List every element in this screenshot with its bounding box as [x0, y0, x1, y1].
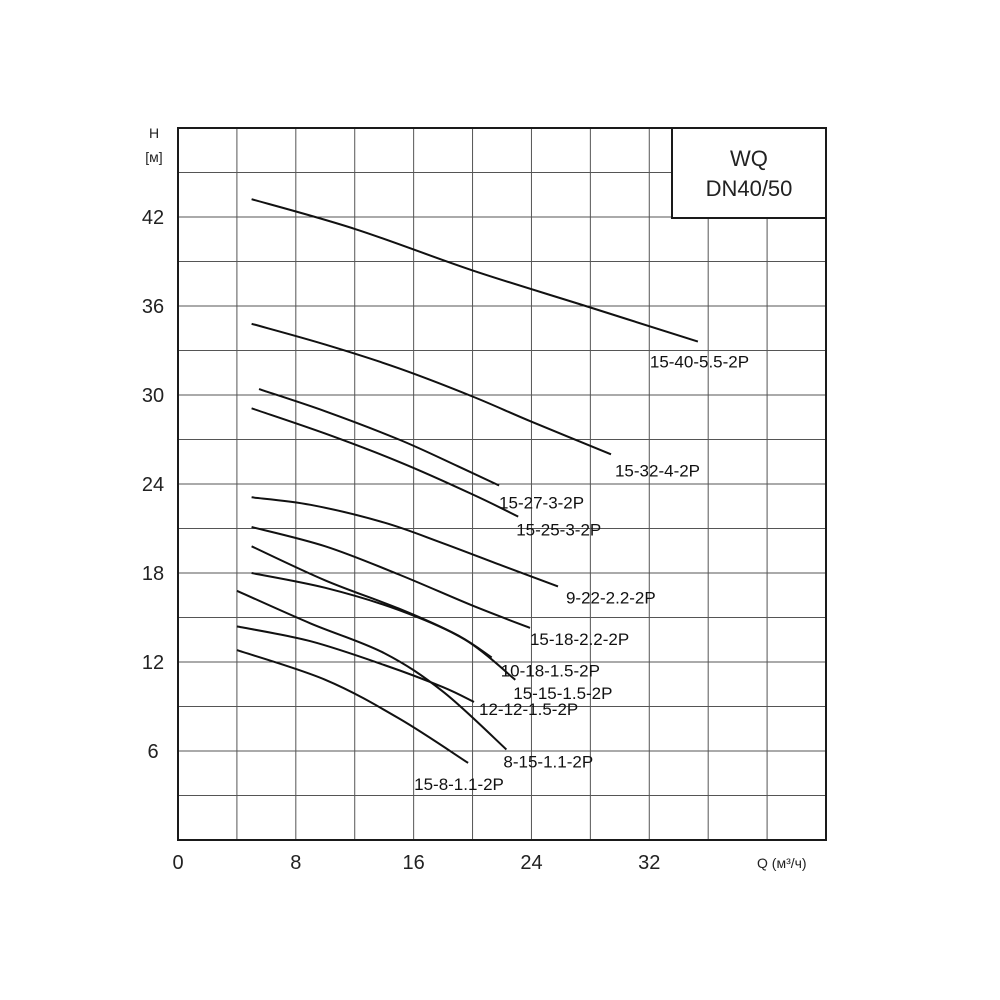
title-box-frame	[671, 127, 827, 219]
y-tick-label: 30	[142, 385, 164, 407]
curve-15-15-1.5-2P	[251, 572, 516, 681]
x-tick-label: 8	[290, 852, 301, 874]
curve-8-15-1.1-2P	[236, 589, 508, 751]
curves	[236, 198, 699, 764]
x-tick-label: 32	[638, 852, 660, 874]
y-tick-label: 12	[142, 652, 164, 674]
curve-15-32-4-2P	[251, 322, 612, 456]
curve-15-27-3-2P	[258, 388, 500, 487]
plot-frame	[177, 127, 827, 841]
grid	[177, 128, 826, 840]
series-label-10-18-1.5-2P: 10-18-1.5-2P	[501, 662, 600, 681]
series-label-15-40-5.5-2P: 15-40-5.5-2P	[650, 353, 749, 372]
series-label-9-22-2.2-2P: 9-22-2.2-2P	[566, 588, 656, 607]
series-label-12-12-1.5-2P: 12-12-1.5-2P	[479, 700, 578, 719]
y-axis-label-unit: [м]	[145, 149, 162, 165]
x-tick-labels: 0 8 16 24 32	[172, 852, 660, 874]
y-tick-labels: 6 12 18 24 30 36 42	[142, 207, 164, 763]
chart-title-line-1: WQ	[730, 146, 768, 171]
curve-12-12-1.5-2P	[236, 625, 475, 703]
series-label-15-25-3-2P: 15-25-3-2P	[516, 521, 601, 540]
y-tick-label: 42	[142, 207, 164, 229]
series-label-8-15-1.1-2P: 8-15-1.1-2P	[503, 753, 593, 772]
curve-15-8-1.1-2P	[236, 649, 469, 764]
curve-15-25-3-2P	[251, 407, 519, 518]
x-tick-label: 16	[403, 852, 425, 874]
y-tick-label: 18	[142, 563, 164, 585]
chart-title-box: WQ DN40/50	[671, 127, 827, 219]
y-tick-label: 36	[142, 296, 164, 318]
y-tick-label: 24	[142, 474, 164, 496]
chart-title-line-2: DN40/50	[706, 176, 793, 201]
x-tick-label: 0	[172, 852, 183, 874]
series-label-15-15-1.5-2P: 15-15-1.5-2P	[513, 684, 612, 703]
curve-15-18-2.2-2P	[251, 526, 531, 629]
curve-9-22-2.2-2P	[251, 496, 559, 588]
series-label-15-27-3-2P: 15-27-3-2P	[499, 493, 584, 512]
series-label-15-32-4-2P: 15-32-4-2P	[615, 461, 700, 480]
x-axis-label: Q (м³/ч)	[757, 855, 807, 871]
y-axis-label-h: H	[149, 125, 159, 141]
series-labels: 15-40-5.5-2P 15-32-4-2P 15-27-3-2P 15-25-3-…	[414, 353, 749, 794]
series-label-15-8-1.1-2P: 15-8-1.1-2P	[414, 775, 504, 794]
y-tick-label: 6	[147, 741, 158, 763]
curve-15-40-5.5-2P	[251, 198, 699, 343]
x-tick-label: 24	[520, 852, 542, 874]
series-label-15-18-2.2-2P: 15-18-2.2-2P	[530, 630, 629, 649]
